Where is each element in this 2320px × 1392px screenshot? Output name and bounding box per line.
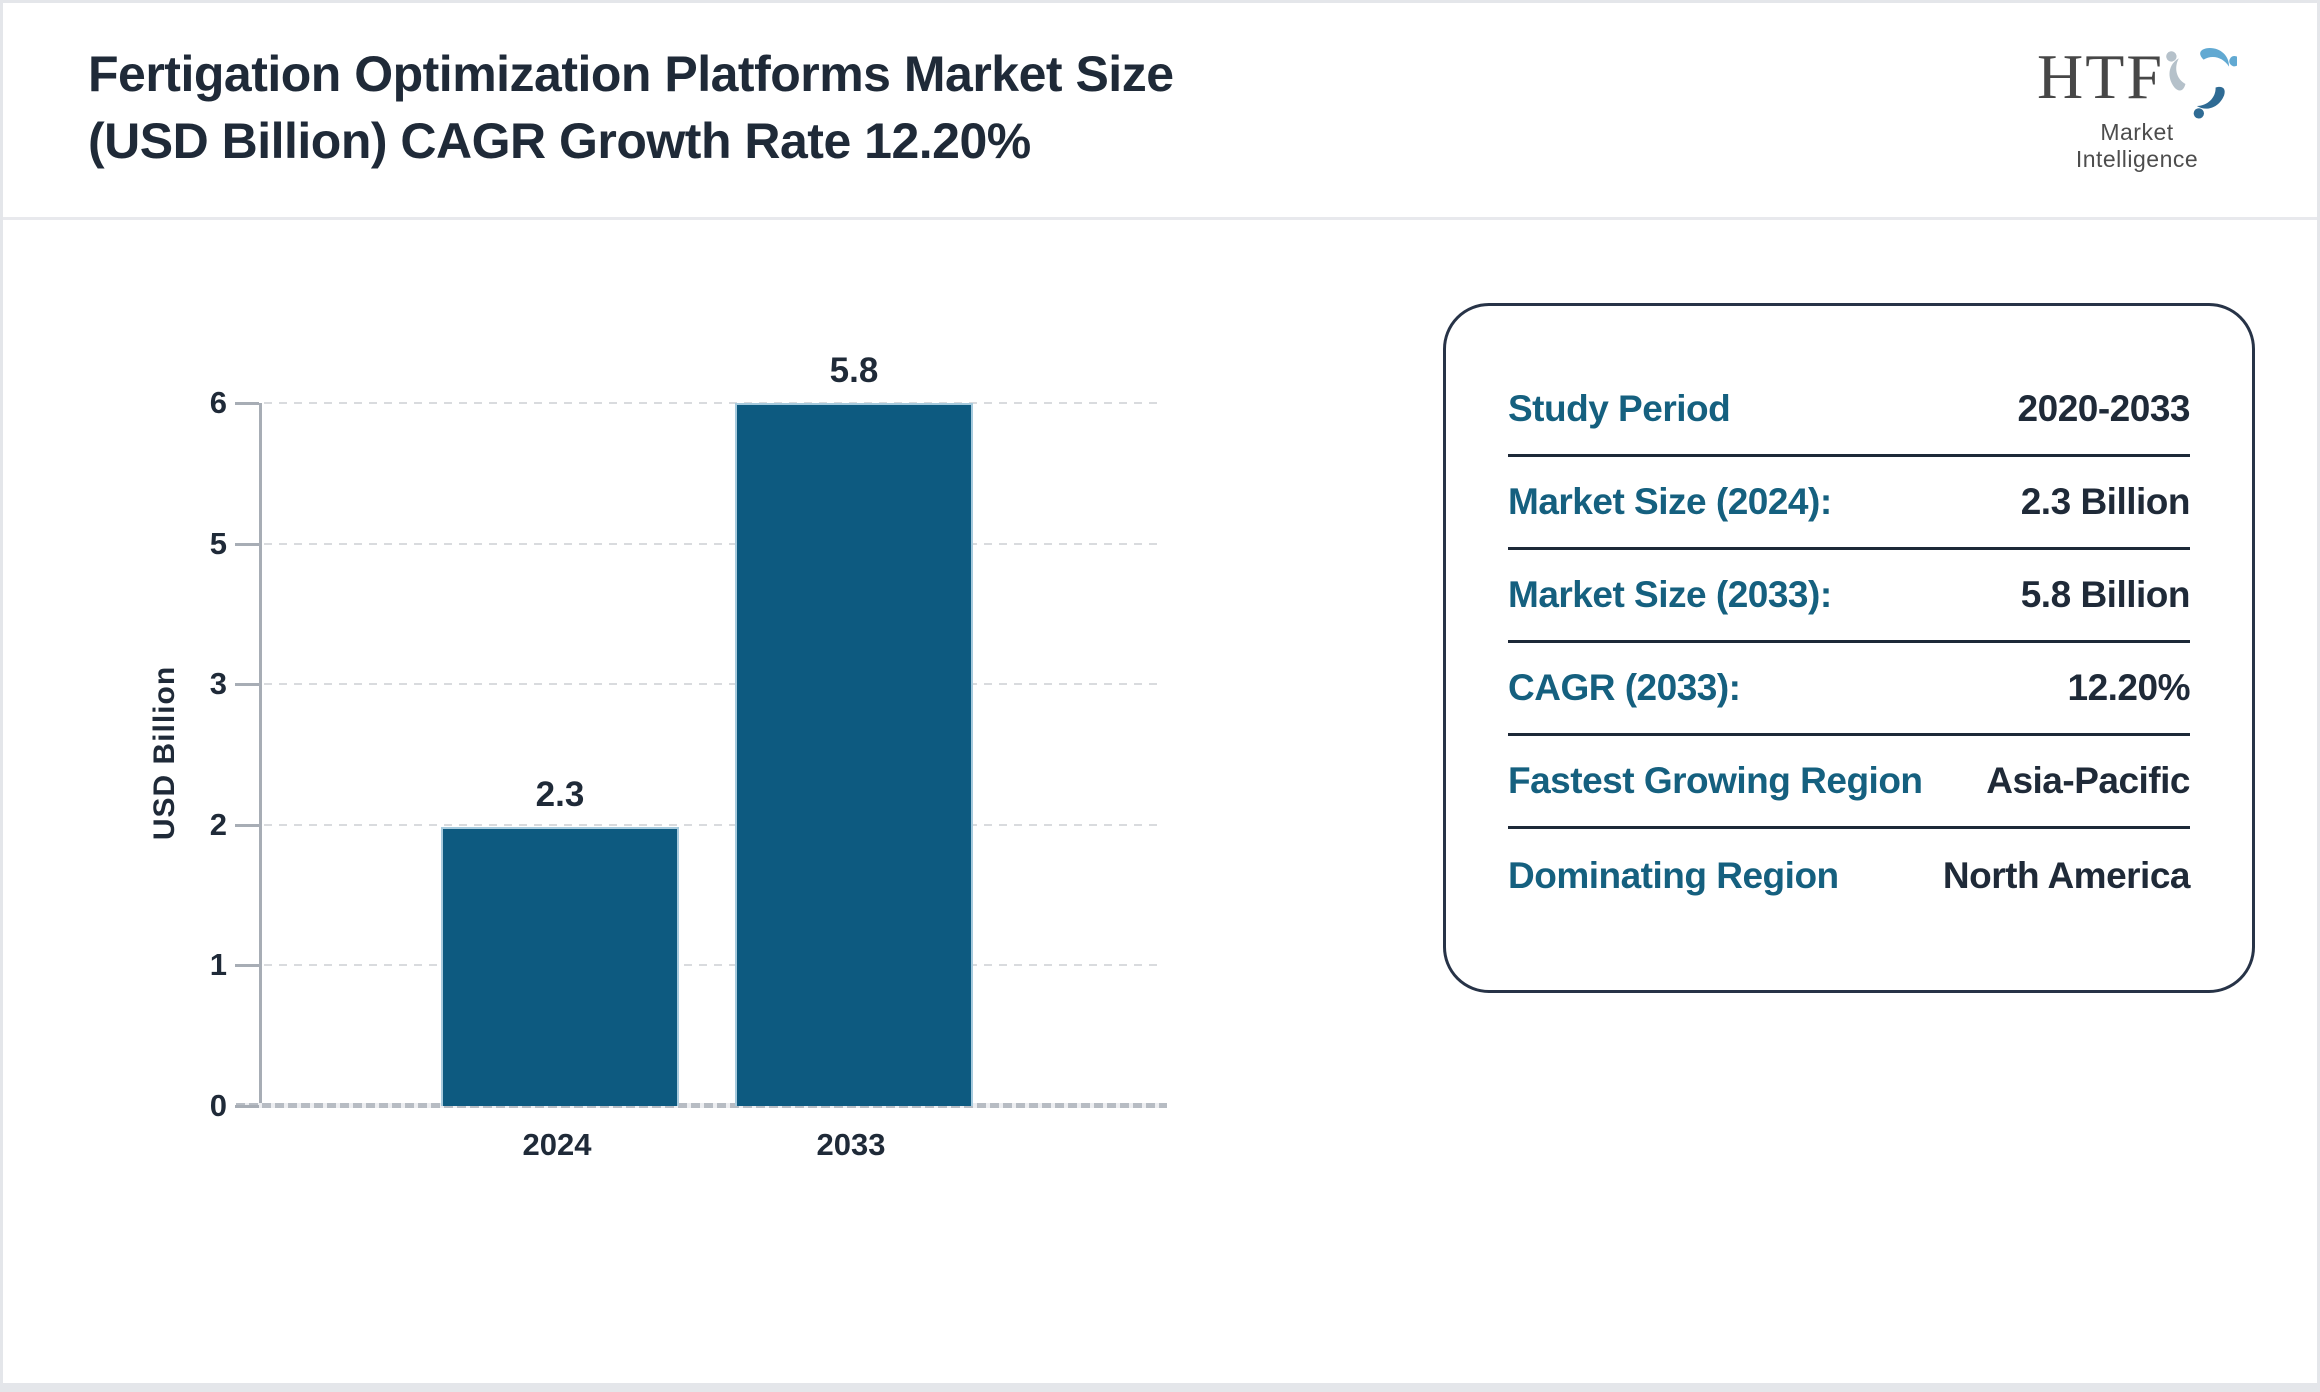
- bar-slot: 5.8: [735, 351, 973, 1106]
- info-value: 2020-2033: [2017, 388, 2191, 429]
- info-label: Dominating Region: [1508, 854, 1839, 896]
- logo-subtext: Market Intelligence: [2075, 119, 2199, 172]
- gridline: [264, 964, 1161, 967]
- info-row: Market Size (2024): 2.3 Billion: [1508, 457, 2191, 550]
- header-divider: [3, 217, 2317, 220]
- gridline: [264, 683, 1161, 686]
- y-tick-mark: [235, 1105, 259, 1108]
- info-label: Fastest Growing Region: [1508, 760, 1923, 801]
- y-tick-label: 5: [209, 525, 227, 561]
- info-value: North America: [1942, 854, 2191, 896]
- page-title: Fertigation Optimization Platforms Marke…: [88, 41, 1174, 175]
- gridline: [264, 542, 1161, 545]
- logo-row: HTF: [2037, 35, 2237, 119]
- title-line-2: (USD Billion) CAGR Growth Rate 12.20%: [88, 113, 1031, 169]
- y-tick-mark: [235, 542, 259, 546]
- title-line-1: Fertigation Optimization Platforms Marke…: [88, 46, 1174, 102]
- htf-logo: HTF Market Intelligence: [2037, 35, 2237, 173]
- info-label: Market Size (2033):: [1508, 574, 1832, 615]
- info-value: 2.3 Billion: [2020, 481, 2191, 522]
- gridline: [264, 823, 1161, 826]
- bar-slot: 2.3: [441, 403, 679, 1106]
- htf-logo-text: HTF: [2037, 41, 2164, 112]
- bar: 2.3: [441, 775, 679, 1106]
- y-tick-label: 0: [209, 1088, 227, 1123]
- y-tick-mark: [235, 402, 259, 405]
- gridline: [264, 402, 1161, 404]
- bar-value-label: 2.3: [535, 775, 585, 815]
- info-value: 5.8 Billion: [2020, 574, 2191, 615]
- y-tick-label: 2: [209, 806, 227, 842]
- bar: 5.8: [735, 351, 973, 1106]
- info-label: Study Period: [1508, 388, 1731, 429]
- info-row: CAGR (2033): 12.20%: [1508, 643, 2190, 736]
- htf-swirl-icon: [2165, 44, 2237, 119]
- info-value: 12.20%: [2067, 667, 2191, 708]
- y-tick-mark: [235, 964, 259, 968]
- info-card-rows: Study Period 2020-2033 Market Size (2024):…: [1446, 306, 2252, 922]
- info-value: Asia-Pacific: [1986, 760, 2190, 801]
- info-row: Study Period 2020-2033: [1508, 364, 2191, 457]
- x-tick-label: 2033: [816, 1127, 886, 1162]
- info-card: Study Period 2020-2033 Market Size (2024):…: [1443, 303, 2255, 993]
- y-tick-mark: [235, 823, 259, 827]
- info-label: Market Size (2024):: [1508, 481, 1832, 522]
- y-tick-mark: [235, 683, 259, 687]
- info-label: CAGR (2033):: [1508, 667, 1741, 708]
- info-row: Fastest Growing Region Asia-Pacific: [1508, 736, 2190, 829]
- info-row: Dominating Region North America: [1508, 829, 2191, 922]
- y-tick-label: 3: [209, 666, 227, 702]
- y-tick-label: 6: [209, 385, 227, 420]
- x-axis-labels: 2024 2033: [259, 1127, 1151, 1177]
- info-row: Market Size (2033): 5.8 Billion: [1508, 550, 2191, 643]
- plot-area: 6 5 3 2 1 0 2.3 5.8: [210, 351, 1167, 1123]
- bar-value-label: 5.8: [829, 351, 879, 390]
- x-tick-label: 2024: [522, 1127, 592, 1162]
- y-tick-label: 1: [209, 947, 227, 983]
- x-axis-line: [236, 1103, 1167, 1108]
